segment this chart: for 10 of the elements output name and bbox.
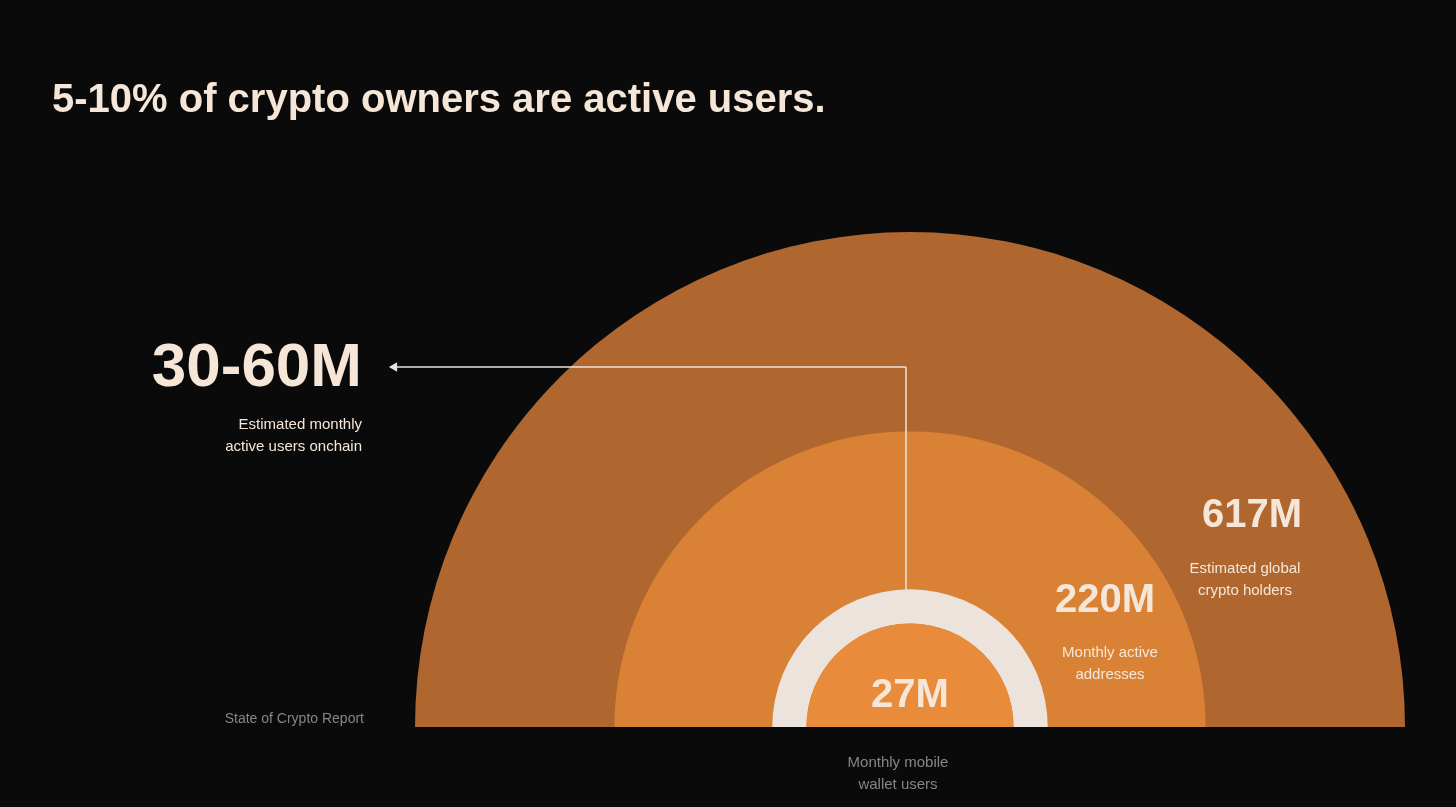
- category-label: Monthly active addresses: [1062, 643, 1158, 682]
- text: 5-10% of crypto owners are active users.: [52, 76, 826, 120]
- category-label: Estimated global crypto holders: [1189, 559, 1301, 598]
- data-label: 30-60M: [151, 330, 362, 399]
- text: State of Crypto Report: [224, 710, 365, 726]
- category-label: Estimated monthly active users onchain: [225, 415, 363, 454]
- data-label: 27M: [871, 671, 949, 715]
- data-label: 617M: [1201, 491, 1303, 535]
- data-label: 220M: [1054, 576, 1156, 620]
- category-label: Monthly mobile wallet users: [847, 753, 949, 792]
